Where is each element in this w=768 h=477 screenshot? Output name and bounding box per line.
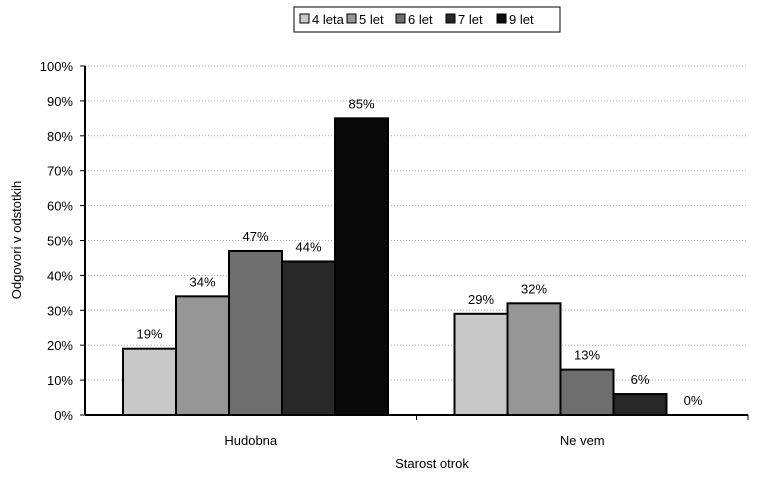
legend-swatch xyxy=(395,13,406,24)
y-tick-label: 40% xyxy=(47,268,73,283)
bars xyxy=(122,117,668,417)
bar xyxy=(506,302,562,417)
y-tick-label: 70% xyxy=(47,164,73,179)
gridlines xyxy=(85,65,748,381)
x-tick-label: Ne vem xyxy=(560,433,605,448)
y-tick-label: 60% xyxy=(47,199,73,214)
bar xyxy=(334,117,389,416)
y-tick-label: 0% xyxy=(54,408,73,423)
bar xyxy=(612,393,668,416)
x-axis-title: Starost otrok xyxy=(395,456,469,471)
bar xyxy=(453,312,509,417)
bar xyxy=(559,368,615,417)
legend-label: 7 let xyxy=(458,12,483,27)
legend-swatch xyxy=(346,13,357,24)
legend[interactable]: 4 leta 5 let 6 let 7 let 9 let xyxy=(293,6,561,33)
axes xyxy=(80,65,749,420)
legend-label: 4 leta xyxy=(312,12,345,27)
legend-label: 5 let xyxy=(359,12,384,27)
y-tick-label: 10% xyxy=(47,373,73,388)
legend-label: 6 let xyxy=(408,12,433,27)
data-label: 47% xyxy=(242,229,268,244)
legend-swatch xyxy=(496,13,507,24)
legend-swatch xyxy=(299,13,310,24)
y-tick-label: 50% xyxy=(47,234,73,249)
legend-box xyxy=(293,6,561,33)
labels: 0% 10% 20% 30% 40% 50% 60% 70% 80% 90% 100% 19% 34% 4… xyxy=(40,59,703,448)
y-tick-label: 90% xyxy=(47,94,73,109)
y-tick-label: 20% xyxy=(47,338,73,353)
y-tick-label: 100% xyxy=(40,59,74,74)
data-label: 6% xyxy=(631,372,650,387)
y-axis-title: Odgovori v odstotkih xyxy=(9,181,24,300)
data-label: 13% xyxy=(574,348,600,363)
data-label: 19% xyxy=(136,327,162,342)
bar xyxy=(281,260,336,416)
bar xyxy=(122,347,177,416)
data-label: 44% xyxy=(295,239,321,254)
y-tick-label: 30% xyxy=(47,303,73,318)
data-label: 0% xyxy=(684,393,703,408)
data-label: 32% xyxy=(521,281,547,296)
bar xyxy=(228,249,283,416)
data-label: 85% xyxy=(348,96,374,111)
x-tick-label: Hudobna xyxy=(224,433,278,448)
data-label: 29% xyxy=(468,292,494,307)
bar xyxy=(175,295,230,416)
legend-label: 9 let xyxy=(509,12,534,27)
legend-swatch xyxy=(445,13,456,24)
data-label: 34% xyxy=(189,274,215,289)
y-tick-label: 80% xyxy=(47,129,73,144)
